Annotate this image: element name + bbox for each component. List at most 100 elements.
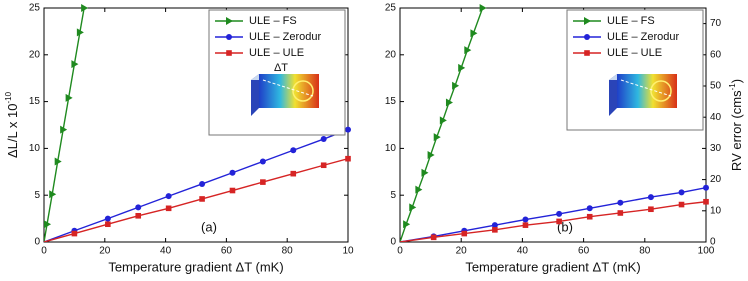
y-tick-label: 20 <box>29 49 41 60</box>
x-tick-label: 80 <box>282 246 294 257</box>
legend-marker <box>226 34 232 40</box>
data-point <box>199 196 205 202</box>
y2-tick-label: 20 <box>710 174 722 185</box>
data-point <box>586 205 593 212</box>
series-line <box>44 129 348 242</box>
y2-axis-label-part: ) <box>729 79 744 83</box>
legend-label: ULE – ULE <box>249 47 304 59</box>
data-point <box>229 169 236 176</box>
data-point <box>647 194 654 201</box>
data-point <box>135 212 142 219</box>
legend-label: ULE – FS <box>249 15 297 27</box>
inset-bar <box>259 74 319 108</box>
plot-frame <box>43 7 349 243</box>
x-tick-label: 0 <box>41 246 47 257</box>
y-tick-label: 10 <box>385 143 397 154</box>
inset-arrow <box>620 79 672 97</box>
inset-bar <box>617 74 677 108</box>
y-tick-label: 25 <box>29 3 41 14</box>
legend-marker <box>226 17 233 25</box>
data-point <box>65 93 73 102</box>
x-tick-label: 10 <box>342 246 354 257</box>
data-point <box>71 60 79 69</box>
x-tick-label: 40 <box>160 246 172 257</box>
data-point <box>403 220 411 229</box>
inset-ring <box>650 80 672 102</box>
legend-label: ULE – Zerodur <box>249 31 321 43</box>
legend-marker <box>584 50 590 56</box>
data-point <box>678 189 685 196</box>
data-point <box>522 216 529 223</box>
legend-label: ULE – Zerodur <box>607 31 679 43</box>
y-tick-label: 20 <box>385 49 397 60</box>
data-point <box>522 222 529 228</box>
data-point <box>104 215 111 222</box>
data-point <box>60 125 68 134</box>
data-point <box>445 98 453 107</box>
y-tick-label: 15 <box>29 96 41 107</box>
y2-tick-label: 70 <box>710 18 722 29</box>
inset-side <box>251 74 259 116</box>
data-point <box>345 155 351 162</box>
y2-axis-label-part: RV error (cms <box>729 90 744 171</box>
data-point <box>586 213 593 220</box>
legend-box <box>208 9 346 136</box>
x-tick-label: 60 <box>221 246 233 257</box>
data-point <box>433 133 441 142</box>
data-point <box>439 116 447 125</box>
legend-marker <box>226 50 232 56</box>
data-point <box>470 29 478 38</box>
legend-label: ULE – ULE <box>607 47 662 59</box>
data-point <box>427 150 435 159</box>
data-point <box>491 222 498 229</box>
data-point <box>345 126 351 133</box>
data-point <box>556 218 562 225</box>
data-point <box>76 28 84 37</box>
y2-tick-label: 40 <box>710 112 722 123</box>
y-axis-label: ΔL/L x 10-10 <box>4 91 20 158</box>
data-point <box>421 168 429 177</box>
data-point <box>81 4 89 12</box>
x-tick-label: 60 <box>578 246 590 257</box>
y2-tick-label: 60 <box>710 49 722 60</box>
data-point <box>290 147 297 154</box>
legend-label: ULE – FS <box>607 15 655 27</box>
y-tick-label: 15 <box>385 96 397 107</box>
data-point <box>703 198 709 205</box>
data-point <box>229 187 236 194</box>
series-line <box>400 187 706 242</box>
series-line <box>400 201 706 242</box>
x-tick-label: 80 <box>639 246 651 257</box>
data-point <box>452 81 460 90</box>
x-tick-label: 100 <box>698 246 715 257</box>
series-line <box>44 158 348 242</box>
y-tick-label: 0 <box>34 237 40 248</box>
data-point <box>430 234 437 241</box>
legend-box <box>566 9 704 131</box>
data-point <box>492 227 498 233</box>
data-point <box>165 205 172 212</box>
data-point <box>320 136 327 143</box>
x-axis-label: Temperature gradient ΔT (mK) <box>108 259 283 274</box>
legend-marker <box>584 17 591 25</box>
data-point <box>54 157 62 166</box>
y2-tick-label: 0 <box>710 237 716 248</box>
data-point <box>556 210 563 217</box>
data-point <box>479 4 487 12</box>
legend-marker <box>584 34 590 40</box>
data-point <box>105 221 111 228</box>
y-tick-label: 25 <box>385 3 397 14</box>
data-point <box>290 170 297 177</box>
y2-axis-label-part: -1 <box>728 83 737 91</box>
y-axis-label-text: ΔL/L x 10 <box>5 104 20 158</box>
data-point <box>44 220 52 229</box>
data-point <box>49 190 57 199</box>
x-tick-label: 20 <box>456 246 468 257</box>
data-point <box>461 230 468 237</box>
x-axis-label: Temperature gradient ΔT (mK) <box>465 259 640 274</box>
data-point <box>415 185 423 194</box>
data-point <box>260 179 266 185</box>
data-point <box>617 210 624 216</box>
data-point <box>464 46 472 55</box>
